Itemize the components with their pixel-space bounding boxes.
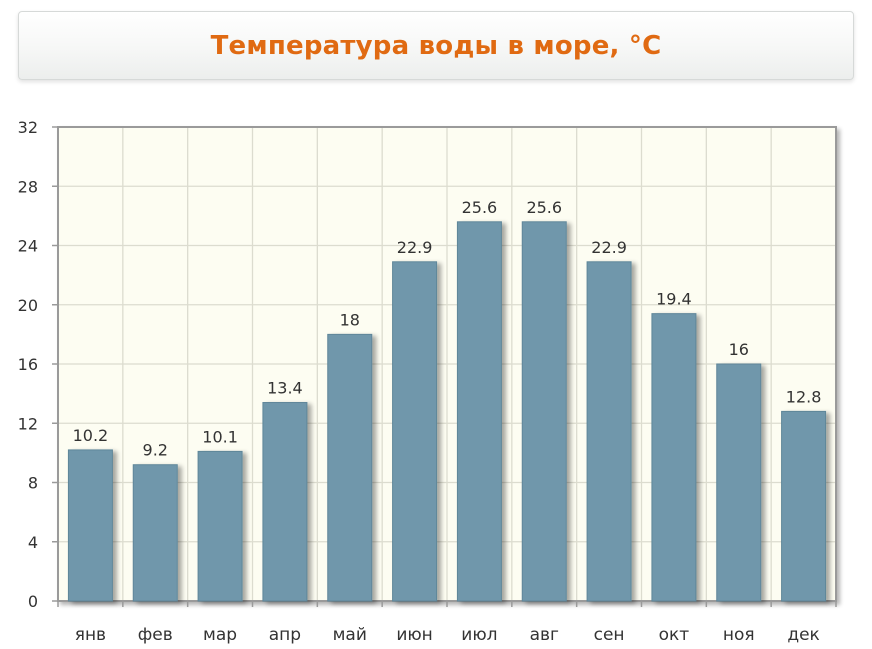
bar-мар [197, 450, 243, 602]
x-tick-label: авг [530, 625, 559, 645]
x-tick-label: сен [594, 625, 625, 645]
chart-title: Температура воды в море, °C [210, 30, 662, 61]
y-tick-label: 4 [28, 533, 38, 552]
bar-май [327, 333, 373, 602]
value-label: 16 [729, 340, 749, 359]
bar-июл [456, 221, 502, 602]
bar-дек [781, 410, 827, 602]
x-tick-label: апр [269, 625, 301, 645]
value-label: 22.9 [591, 238, 627, 257]
bar-апр [262, 402, 308, 602]
value-label: 22.9 [397, 238, 433, 257]
value-label: 9.2 [143, 441, 168, 460]
y-tick-label: 0 [28, 592, 38, 611]
x-tick-label: ноя [723, 625, 755, 645]
x-tick-label: дек [787, 625, 819, 645]
value-label: 25.6 [526, 198, 562, 217]
y-tick-label: 16 [18, 355, 38, 374]
value-label: 10.1 [202, 427, 238, 446]
y-tick-label: 32 [18, 118, 38, 137]
value-label: 12.8 [786, 387, 822, 406]
value-label: 25.6 [462, 198, 498, 217]
value-label: 10.2 [73, 426, 109, 445]
x-tick-label: янв [75, 625, 106, 645]
value-label: 13.4 [267, 379, 303, 398]
y-tick-label: 28 [18, 177, 38, 196]
value-label: 19.4 [656, 290, 692, 309]
y-tick-label: 20 [18, 296, 38, 315]
bar-янв [67, 449, 113, 602]
y-tick-label: 12 [18, 414, 38, 433]
x-tick-label: мар [203, 625, 237, 645]
bar-окт [651, 313, 697, 602]
x-tick-label: июл [461, 625, 497, 645]
y-tick-label: 8 [28, 474, 38, 493]
x-tick-label: фев [138, 625, 173, 645]
bar-фев [132, 464, 178, 602]
x-tick-label: июн [396, 625, 432, 645]
value-label: 18 [340, 310, 360, 329]
bar-авг [521, 221, 567, 602]
bar-июн [392, 261, 438, 602]
bar-ноя [716, 363, 762, 602]
bar-сен [586, 261, 632, 602]
y-tick-label: 24 [18, 237, 38, 256]
chart-title-panel: Температура воды в море, °C [18, 11, 854, 80]
x-tick-label: окт [659, 625, 690, 645]
x-tick-label: май [333, 625, 367, 645]
